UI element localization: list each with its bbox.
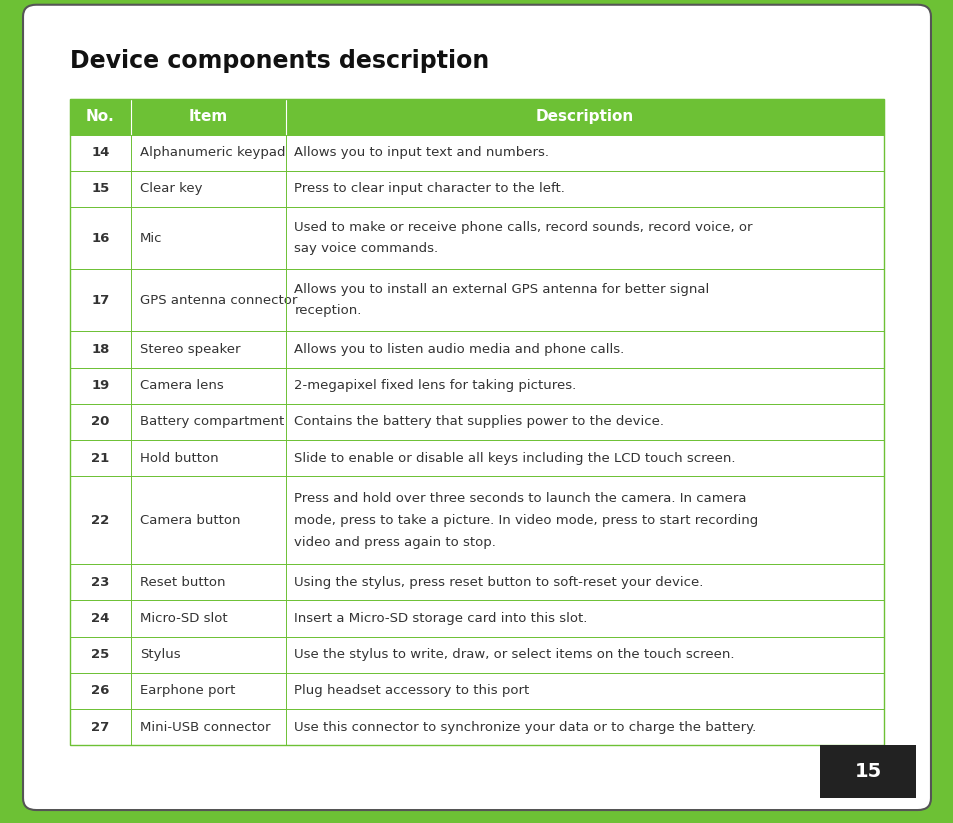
Bar bbox=[70, 601, 883, 637]
Text: No.: No. bbox=[86, 109, 114, 124]
Text: Insert a Micro-SD storage card into this slot.: Insert a Micro-SD storage card into this… bbox=[294, 612, 587, 625]
Text: video and press again to stop.: video and press again to stop. bbox=[294, 536, 496, 549]
Text: 15: 15 bbox=[91, 183, 110, 195]
Text: reception.: reception. bbox=[294, 305, 361, 317]
Text: Plug headset accessory to this port: Plug headset accessory to this port bbox=[294, 685, 529, 697]
Text: say voice commands.: say voice commands. bbox=[294, 242, 438, 255]
Text: Micro-SD slot: Micro-SD slot bbox=[139, 612, 227, 625]
Bar bbox=[70, 476, 883, 565]
Text: Device components description: Device components description bbox=[70, 49, 489, 73]
Text: 23: 23 bbox=[91, 576, 110, 589]
Text: Allows you to input text and numbers.: Allows you to input text and numbers. bbox=[294, 146, 549, 160]
Text: 21: 21 bbox=[91, 452, 110, 464]
Text: Item: Item bbox=[189, 109, 228, 124]
Bar bbox=[70, 99, 883, 135]
Text: Stylus: Stylus bbox=[139, 649, 180, 661]
FancyBboxPatch shape bbox=[812, 741, 923, 802]
Text: Hold button: Hold button bbox=[139, 452, 218, 464]
Text: Contains the battery that supplies power to the device.: Contains the battery that supplies power… bbox=[294, 416, 663, 428]
Text: 26: 26 bbox=[91, 685, 110, 697]
Bar bbox=[70, 99, 883, 745]
Text: Slide to enable or disable all keys including the LCD touch screen.: Slide to enable or disable all keys incl… bbox=[294, 452, 735, 464]
Text: Use the stylus to write, draw, or select items on the touch screen.: Use the stylus to write, draw, or select… bbox=[294, 649, 734, 661]
Bar bbox=[70, 207, 883, 269]
Text: Earphone port: Earphone port bbox=[139, 685, 234, 697]
Text: Used to make or receive phone calls, record sounds, record voice, or: Used to make or receive phone calls, rec… bbox=[294, 221, 752, 235]
Text: 2-megapixel fixed lens for taking pictures.: 2-megapixel fixed lens for taking pictur… bbox=[294, 379, 576, 393]
Text: mode, press to take a picture. In video mode, press to start recording: mode, press to take a picture. In video … bbox=[294, 514, 758, 527]
Bar bbox=[70, 332, 883, 368]
Text: Press and hold over three seconds to launch the camera. In camera: Press and hold over three seconds to lau… bbox=[294, 491, 746, 504]
Text: Using the stylus, press reset button to soft-reset your device.: Using the stylus, press reset button to … bbox=[294, 576, 703, 589]
Text: Stereo speaker: Stereo speaker bbox=[139, 343, 240, 356]
Text: 27: 27 bbox=[91, 721, 110, 733]
Text: Use this connector to synchronize your data or to charge the battery.: Use this connector to synchronize your d… bbox=[294, 721, 756, 733]
Text: GPS antenna connector: GPS antenna connector bbox=[139, 294, 296, 307]
Bar bbox=[70, 404, 883, 440]
Text: 22: 22 bbox=[91, 514, 110, 527]
Text: 15: 15 bbox=[854, 762, 881, 781]
Text: Press to clear input character to the left.: Press to clear input character to the le… bbox=[294, 183, 565, 195]
Text: Description: Description bbox=[536, 109, 634, 124]
Bar bbox=[70, 135, 883, 171]
Text: 20: 20 bbox=[91, 416, 110, 428]
Text: 24: 24 bbox=[91, 612, 110, 625]
Bar bbox=[70, 269, 883, 332]
Bar bbox=[70, 637, 883, 673]
Bar bbox=[70, 368, 883, 404]
Bar bbox=[70, 440, 883, 476]
Text: 16: 16 bbox=[91, 231, 110, 244]
Bar bbox=[70, 171, 883, 207]
Text: 17: 17 bbox=[91, 294, 110, 307]
Text: Allows you to install an external GPS antenna for better signal: Allows you to install an external GPS an… bbox=[294, 283, 709, 296]
Text: Camera lens: Camera lens bbox=[139, 379, 223, 393]
Text: Camera button: Camera button bbox=[139, 514, 240, 527]
Bar bbox=[70, 673, 883, 709]
Text: Mini-USB connector: Mini-USB connector bbox=[139, 721, 270, 733]
Bar bbox=[70, 565, 883, 601]
Text: Clear key: Clear key bbox=[139, 183, 202, 195]
FancyBboxPatch shape bbox=[23, 5, 930, 810]
Text: 18: 18 bbox=[91, 343, 110, 356]
Text: Mic: Mic bbox=[139, 231, 162, 244]
Text: 14: 14 bbox=[91, 146, 110, 160]
Text: 25: 25 bbox=[91, 649, 110, 661]
Text: Battery compartment: Battery compartment bbox=[139, 416, 284, 428]
Text: Reset button: Reset button bbox=[139, 576, 225, 589]
Bar bbox=[70, 709, 883, 745]
Text: Allows you to listen audio media and phone calls.: Allows you to listen audio media and pho… bbox=[294, 343, 624, 356]
Text: 19: 19 bbox=[91, 379, 110, 393]
Text: Alphanumeric keypad: Alphanumeric keypad bbox=[139, 146, 285, 160]
